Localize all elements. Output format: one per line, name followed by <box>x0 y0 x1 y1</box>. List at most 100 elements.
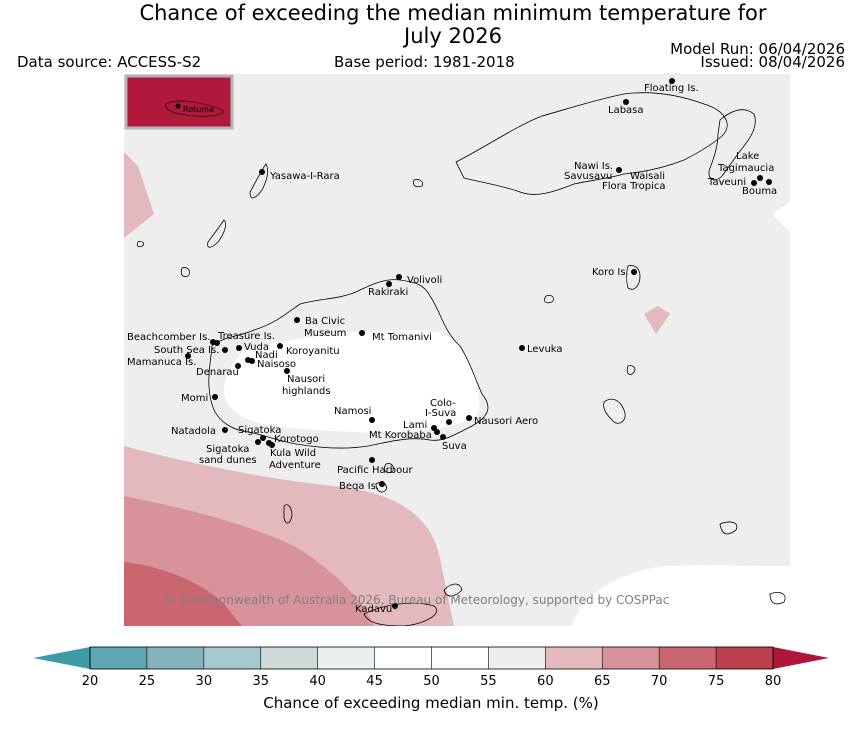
place-label: Bouma <box>742 186 777 197</box>
place-dot <box>446 419 452 425</box>
place-dot <box>623 99 629 105</box>
place-label: Sigatoka <box>206 444 249 455</box>
place-label: Taveuni <box>707 177 746 188</box>
copyright-notice: © Commonwealth of Australia 2026, Bureau… <box>164 593 669 607</box>
place-label: Museum <box>304 328 346 339</box>
colorbar-tick-label: 70 <box>651 674 668 689</box>
shade-zone-60-65-east <box>644 306 670 334</box>
place-dot <box>359 330 365 336</box>
colorbar-label: Chance of exceeding median min. temp. (%… <box>263 694 599 712</box>
place-dot <box>214 340 220 346</box>
place-dot <box>369 417 375 423</box>
place-dot <box>284 368 290 374</box>
place-label: Beachcomber Is. <box>127 332 210 343</box>
colorbar-extend-high <box>773 647 829 669</box>
shade-zone-white-east <box>772 202 790 232</box>
place-dot <box>236 345 242 351</box>
place-dot <box>249 358 255 364</box>
place-dot <box>379 481 385 487</box>
place-dot <box>277 343 283 349</box>
place-dot <box>386 281 392 287</box>
colorbar-segment <box>488 647 546 669</box>
place-label: Rakiraki <box>368 287 408 298</box>
shade-zone-60-65-north <box>124 152 154 238</box>
map-title: Chance of exceeding the median minimum t… <box>100 2 806 48</box>
place-label: Kula Wild <box>270 448 316 459</box>
place-label: Mamanuca Is. <box>127 357 196 368</box>
colorbar-tick-label: 25 <box>139 674 156 689</box>
colorbar-tick-label: 40 <box>309 674 326 689</box>
place-label: Namosi <box>334 406 371 417</box>
colorbar-segment <box>203 647 262 669</box>
place-dot <box>631 269 637 275</box>
colorbar-segment <box>602 647 660 669</box>
colorbar-segment <box>545 647 603 669</box>
place-dot <box>235 363 241 369</box>
colorbar-segment <box>716 647 774 669</box>
place-dot <box>259 169 265 175</box>
coastlines <box>136 92 786 626</box>
place-label: Nausori Aero <box>474 416 538 427</box>
place-dot <box>434 429 440 435</box>
place-label: Tagimaucia <box>717 163 774 174</box>
colorbar-tick-label: 60 <box>537 674 554 689</box>
place-label: Pacific Harbour <box>337 465 414 476</box>
place-label: Naisoso <box>257 359 296 370</box>
place-label: Natadola <box>171 426 216 437</box>
data-source: Data source: ACCESS-S2 <box>17 53 202 71</box>
colorbar: 20 25 30 35 40 45 50 55 60 65 70 75 80 <box>33 646 829 689</box>
place-label: Nawi Is. <box>574 161 613 172</box>
place-label: Beqa Is. <box>339 481 379 492</box>
place-label: Colo- <box>430 398 456 409</box>
place-label: Flora Tropica <box>602 181 665 192</box>
rotuma-dot <box>175 103 181 109</box>
place-dot <box>751 180 757 186</box>
place-label: Mt Korobaba <box>369 430 432 441</box>
place-label: sand dunes <box>199 455 257 466</box>
place-label: Mt Tomanivi <box>372 332 432 343</box>
place-label: Volivoli <box>407 275 442 286</box>
shade-zone-white-south <box>572 565 790 626</box>
place-label: Waisali <box>630 171 665 182</box>
colorbar-tick-label: 45 <box>366 674 383 689</box>
place-markers: Floating Is. Labasa Yasawa-I-Rara Nawi I… <box>127 78 777 615</box>
colorbar-segment <box>659 647 717 669</box>
place-dot <box>669 78 675 84</box>
shade-zone-70-75 <box>124 562 242 626</box>
place-dot <box>369 457 375 463</box>
place-dot <box>185 353 191 359</box>
colorbar-tick-label: 50 <box>423 674 440 689</box>
place-label: Levuka <box>527 344 563 355</box>
colorbar-segment <box>146 647 205 669</box>
place-dot <box>616 167 622 173</box>
colorbar-segment <box>431 647 489 669</box>
forecast-map: Floating Is. Labasa Yasawa-I-Rara Nawi I… <box>124 74 790 626</box>
place-label: Nadi <box>255 350 278 361</box>
colorbar-tick-label: 65 <box>594 674 611 689</box>
place-label: Labasa <box>608 105 644 116</box>
place-label: Suva <box>442 441 467 452</box>
place-label: Kadavu <box>355 604 392 615</box>
place-dot <box>212 394 218 400</box>
base-period: Base period: 1981-2018 <box>334 53 515 71</box>
place-label: Koro Is. <box>592 267 629 278</box>
colorbar-segment <box>317 647 376 669</box>
title-line-1: Chance of exceeding the median minimum t… <box>139 1 767 25</box>
place-dot <box>396 274 402 280</box>
place-label: Sigatoka <box>238 425 281 436</box>
place-label: Adventure <box>269 460 321 471</box>
place-label: South Sea Is. <box>154 345 219 356</box>
place-label: Savusavu <box>564 171 612 182</box>
colorbar-tick-label: 35 <box>252 674 269 689</box>
place-label: highlands <box>282 386 331 397</box>
place-dot <box>392 603 398 609</box>
place-label: Denarau <box>196 367 239 378</box>
colorbar-tick-label: 30 <box>196 674 213 689</box>
place-dot <box>222 347 228 353</box>
place-dot <box>269 442 275 448</box>
inset-label: Rotuma <box>183 105 214 114</box>
place-dot <box>766 179 772 185</box>
place-dot <box>255 439 261 445</box>
place-dot <box>294 317 300 323</box>
place-label: Koroyanitu <box>286 346 340 357</box>
